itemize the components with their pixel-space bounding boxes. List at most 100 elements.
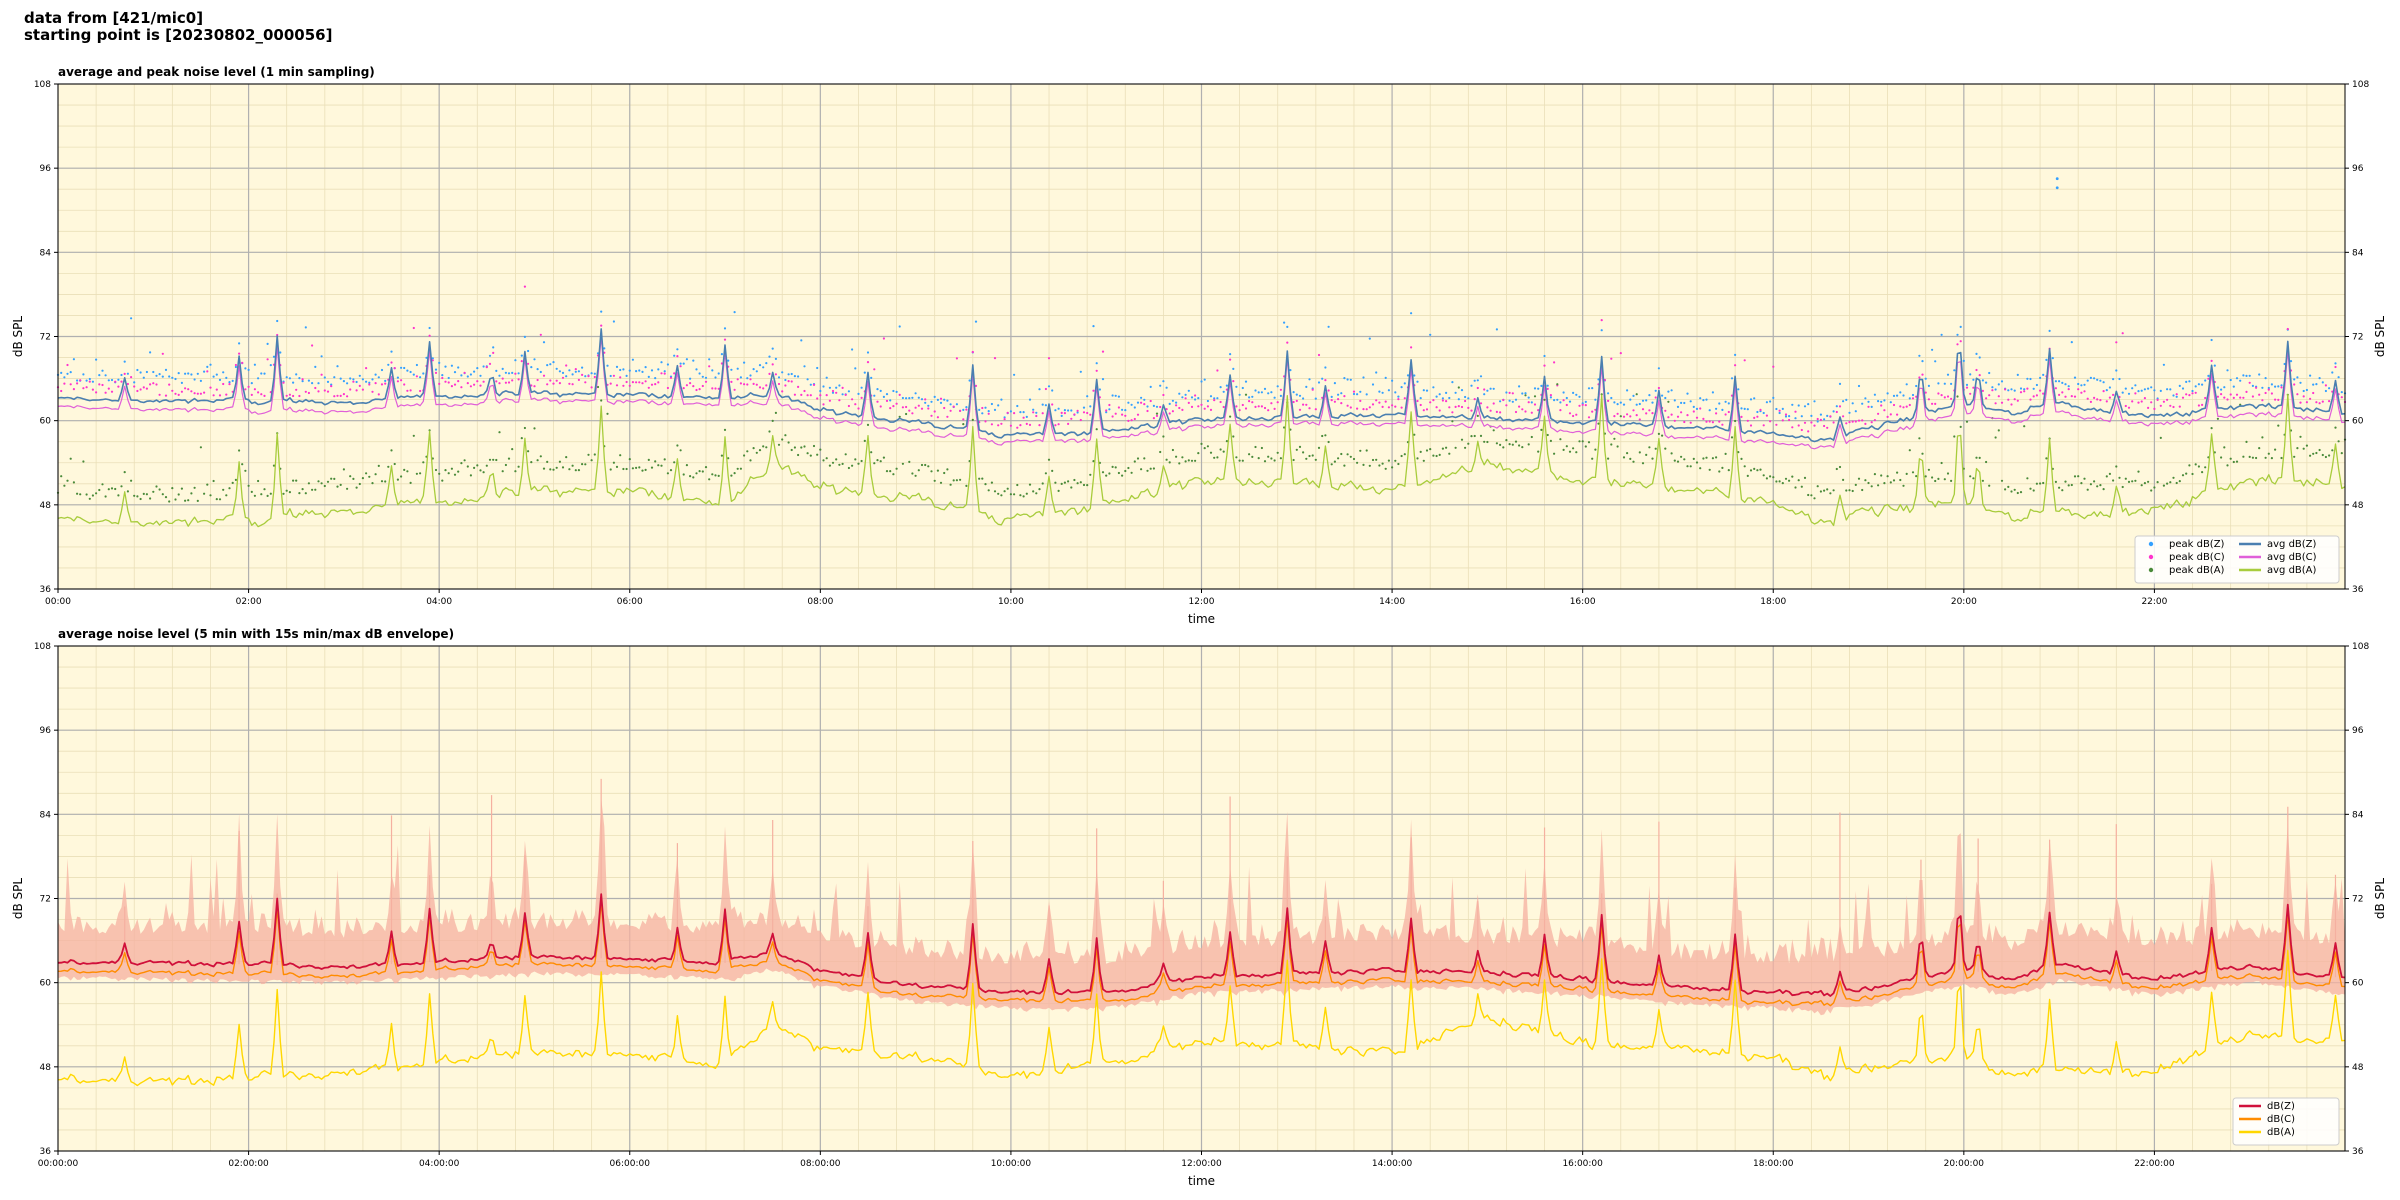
peak-dot: [1965, 420, 1969, 423]
peak-dot: [79, 493, 82, 496]
peak-dot: [269, 492, 272, 495]
peak-dot: [2274, 385, 2277, 388]
peak-dot: [69, 383, 72, 386]
peak-dot: [1257, 391, 1260, 394]
peak-dot: [978, 477, 981, 480]
peak-dot: [669, 469, 673, 472]
x-tick-label: 10:00:00: [991, 1159, 1032, 1169]
peak-dot: [800, 393, 803, 396]
peak-dot: [1772, 396, 1775, 399]
peak-dot: [739, 376, 743, 379]
peak-dot: [1845, 422, 1848, 425]
peak-dot: [1035, 492, 1038, 495]
legend-box: [2134, 535, 2340, 584]
peak-dot: [1451, 420, 1454, 423]
y-tick-label-left: 84: [40, 248, 52, 258]
peak-dot: [781, 390, 784, 393]
peak-dot: [171, 389, 174, 392]
peak-dot: [1460, 389, 1464, 392]
peak-dot: [1813, 400, 1816, 403]
peak-dot: [476, 464, 479, 467]
peak-dot: [2185, 393, 2188, 396]
peak-dot: [1781, 482, 1784, 485]
peak-dot: [199, 392, 202, 395]
peak-dot: [1079, 481, 1082, 484]
peak-dot: [1727, 469, 1730, 472]
peak-dot: [2010, 490, 2013, 493]
peak-dot: [752, 447, 755, 450]
peak-dot: [326, 390, 330, 393]
peak-dot: [2318, 402, 2321, 405]
peak-dot: [2004, 488, 2007, 491]
peak-dot: [787, 441, 790, 444]
peak-dot: [539, 370, 542, 374]
peak-dot: [2143, 388, 2146, 391]
peak-dot: [1683, 420, 1686, 424]
peak-dot: [1619, 415, 1622, 418]
peak-dot: [2118, 476, 2121, 479]
peak-dot: [1419, 450, 1422, 453]
peak-dot: [784, 384, 787, 387]
peak-dot: [892, 405, 895, 408]
peak-dot: [142, 492, 145, 495]
peak-dot: [1047, 385, 1051, 388]
peak-dot: [333, 477, 336, 480]
peak-dot: [2064, 383, 2067, 386]
peak-dot: [1708, 409, 1711, 412]
y-tick-label-left: 60: [40, 417, 52, 427]
peak-dot: [419, 472, 422, 475]
peak-dot: [685, 358, 689, 361]
peak-dot: [1940, 461, 1943, 465]
peak-dot: [533, 358, 536, 361]
peak-dot: [1149, 385, 1152, 388]
peak-dot: [993, 357, 997, 360]
peak-dot: [1003, 490, 1006, 493]
peak-dot: [60, 389, 63, 393]
peak-dot: [1359, 449, 1362, 452]
peak-dot: [1950, 479, 1953, 482]
peak-dot: [2296, 376, 2299, 379]
peak-dot: [501, 367, 504, 370]
peak-dot: [1826, 488, 1829, 491]
peak-dot: [1794, 410, 1797, 413]
peak-dot: [110, 390, 114, 393]
peak-dot: [1654, 396, 1657, 399]
peak-dot: [1651, 457, 1654, 460]
peak-dot: [2166, 388, 2169, 391]
peak-dot: [2191, 472, 2194, 476]
peak-dot: [2178, 384, 2181, 387]
peak-dot: [755, 451, 758, 454]
peak-dot: [104, 374, 107, 377]
peak-dot: [2080, 391, 2083, 394]
peak-dot: [1543, 354, 1546, 358]
peak-dot: [2169, 388, 2172, 391]
peak-dot: [1479, 434, 1483, 437]
peak-dot: [269, 364, 272, 367]
peak-dot: [911, 472, 914, 475]
peak-dot: [1028, 398, 1032, 401]
peak-dot: [380, 480, 384, 483]
peak-dot: [908, 460, 911, 463]
peak-dot: [1365, 393, 1368, 396]
peak-dot: [2159, 389, 2162, 392]
peak-dot: [2264, 456, 2267, 459]
peak-dots-peakdba: [56, 372, 2347, 503]
peak-dot: [326, 380, 330, 383]
peak-dot: [1692, 410, 1695, 413]
peak-dot: [1803, 421, 1807, 424]
peak-dot: [2099, 379, 2102, 382]
peak-dot: [1651, 401, 1654, 404]
peak-dot: [736, 378, 739, 381]
peak-dot: [412, 434, 415, 437]
peak-dot: [1619, 401, 1622, 404]
peak-dot: [380, 383, 384, 386]
peak-dot: [2334, 426, 2337, 429]
peak-dot: [784, 434, 787, 437]
peak-dot: [955, 403, 959, 406]
peak-dot: [2058, 393, 2061, 396]
peak-dot: [1533, 387, 1537, 390]
peak-dot: [2216, 417, 2219, 420]
peak-dot: [1584, 404, 1587, 407]
peak-dot: [936, 398, 940, 401]
peak-dot: [1479, 375, 1483, 378]
